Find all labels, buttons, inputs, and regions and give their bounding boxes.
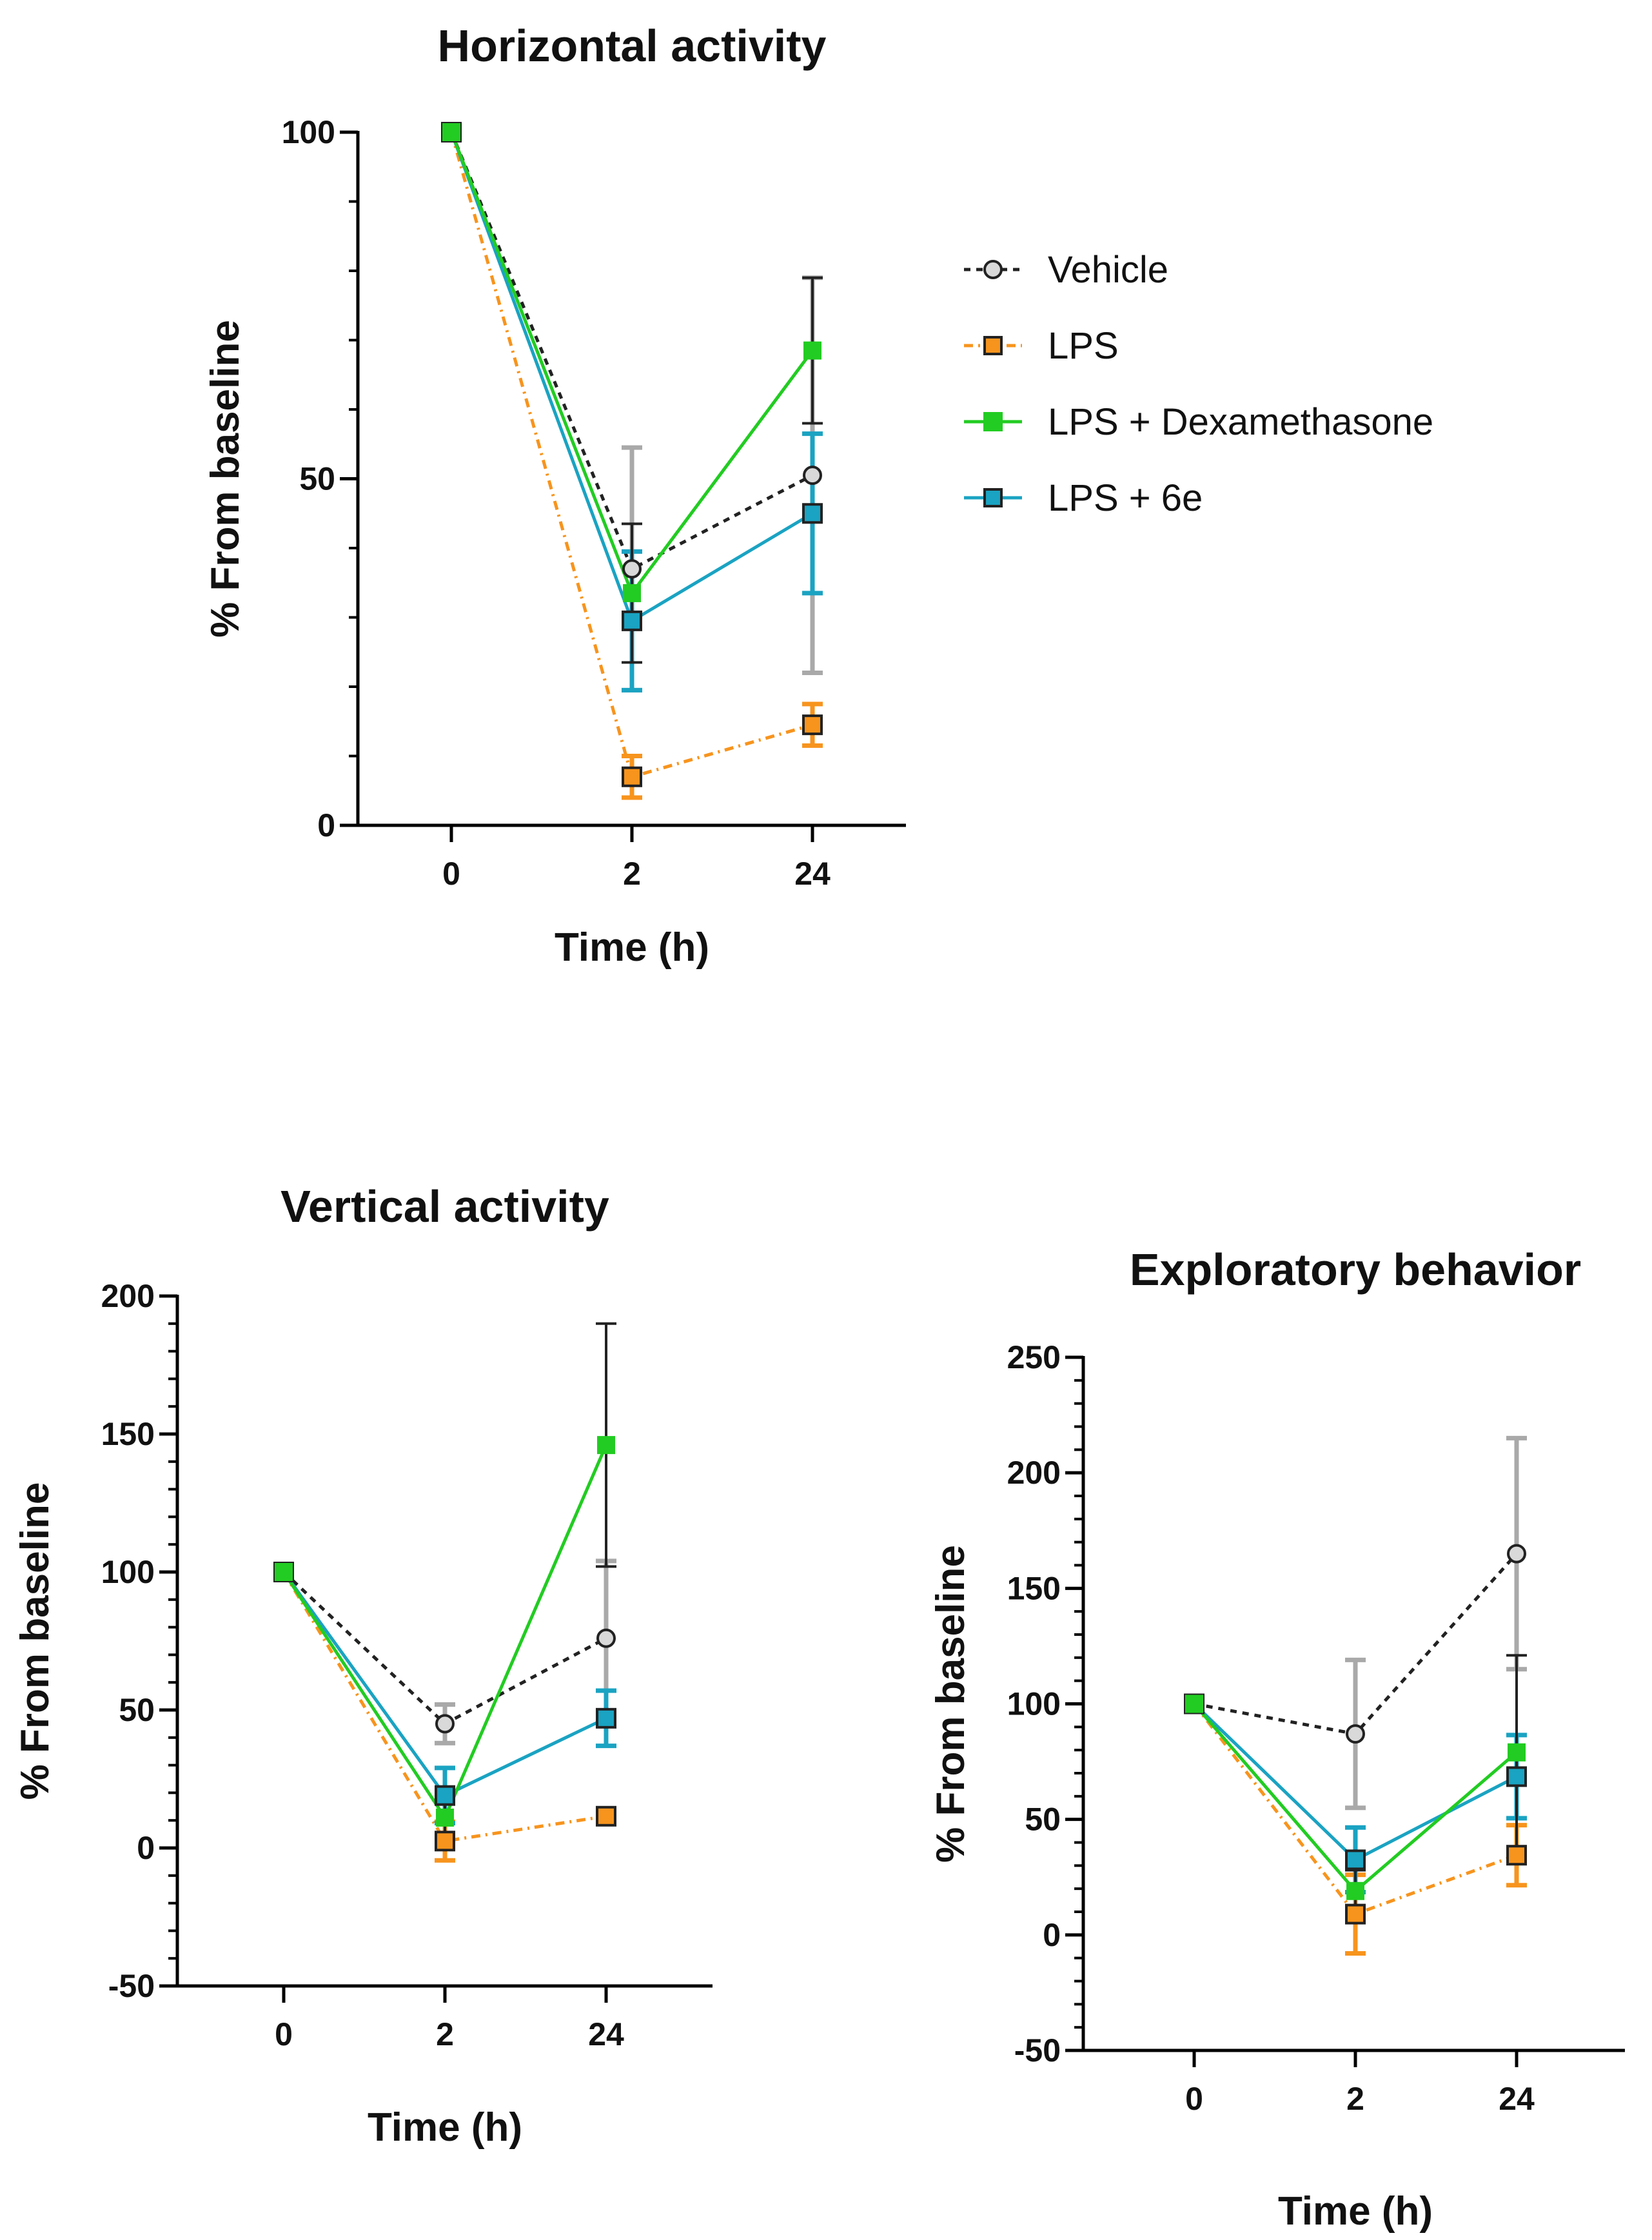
legend-marker xyxy=(983,336,1003,355)
x-tick-label: 2 xyxy=(436,2016,454,2052)
legend: Vehicle LPS LPS + Dexamethasone LPS + 6e xyxy=(964,249,1433,519)
legend-marker xyxy=(983,488,1003,507)
x-axis-label: Time (h) xyxy=(1278,2189,1433,2234)
data-point-lps-dexamethasone xyxy=(442,123,460,141)
y-tick-label: 0 xyxy=(137,1830,155,1866)
data-point-lps-dexamethasone xyxy=(275,1563,293,1581)
x-tick-label: 0 xyxy=(442,856,460,892)
x-tick-label: 2 xyxy=(1346,2081,1364,2117)
data-point-vehicle xyxy=(803,466,822,486)
y-tick-label: 200 xyxy=(101,1278,155,1314)
data-point-lps-6e xyxy=(596,1707,616,1729)
data-point-lps-dexamethasone xyxy=(1346,1881,1364,1900)
y-tick-label: 200 xyxy=(1007,1455,1061,1491)
chart-title: Vertical activity xyxy=(280,1181,609,1232)
data-point-lps xyxy=(435,1831,455,1852)
chart-vertical-activity: Vertical activity -50 0 50 100 150 200 0 2 24 Time… xyxy=(13,1181,713,2150)
legend-item-vehicle: Vehicle xyxy=(964,249,1168,291)
data-point-lps-6e xyxy=(435,1785,455,1806)
x-tick-label: 24 xyxy=(794,856,831,892)
x-tick-label: 24 xyxy=(588,2016,624,2052)
x-tick-label: 2 xyxy=(623,856,641,892)
y-tick-label: 50 xyxy=(119,1692,155,1728)
y-axis-label: % From baseline xyxy=(13,1482,57,1800)
data-point-lps-6e xyxy=(622,610,642,631)
legend-label: Vehicle xyxy=(1048,249,1168,291)
x-axis-label: Time (h) xyxy=(555,925,709,970)
x-tick-label: 24 xyxy=(1499,2081,1535,2117)
data-point-lps-6e xyxy=(1345,1849,1366,1871)
data-point-vehicle xyxy=(622,559,642,579)
y-tick-label: 50 xyxy=(299,461,335,497)
data-point-lps-6e xyxy=(1506,1766,1527,1787)
y-tick-label: -50 xyxy=(1014,2032,1061,2068)
data-point-vehicle xyxy=(1346,1724,1365,1744)
data-point-vehicle xyxy=(596,1628,616,1648)
y-tick-label: 150 xyxy=(101,1416,155,1452)
data-point-lps xyxy=(1345,1903,1366,1925)
legend-item-lps-dexamethasone: LPS + Dexamethasone xyxy=(964,401,1433,443)
data-point-lps-dexamethasone xyxy=(803,341,821,360)
data-point-lps-dexamethasone xyxy=(597,1436,615,1455)
data-point-lps xyxy=(622,766,642,787)
y-tick-label: 250 xyxy=(1007,1339,1061,1375)
data-point-vehicle xyxy=(1507,1544,1526,1564)
legend-marker xyxy=(983,412,1003,431)
legend-item-lps: LPS xyxy=(964,325,1119,367)
y-tick-label: 100 xyxy=(1007,1686,1061,1722)
legend-label: LPS xyxy=(1048,325,1119,367)
y-tick-label: 150 xyxy=(1007,1570,1061,1606)
series-line-lps xyxy=(1193,1702,1517,1916)
y-tick-label: -50 xyxy=(108,1968,155,2004)
legend-label: LPS + 6e xyxy=(1048,477,1203,519)
legend-item-lps-6e: LPS + 6e xyxy=(964,477,1203,519)
series-line-lps xyxy=(449,132,813,779)
legend-marker xyxy=(983,260,1003,279)
y-tick-label: 0 xyxy=(317,807,335,843)
y-tick-label: 50 xyxy=(1025,1802,1061,1838)
data-point-lps-dexamethasone xyxy=(436,1808,454,1827)
series-line-lps-dexamethasone xyxy=(282,1444,608,1822)
y-axis-label: % From baseline xyxy=(203,320,248,638)
chart-title: Horizontal activity xyxy=(438,21,827,71)
y-axis-label: % From baseline xyxy=(929,1545,973,1863)
data-point-lps xyxy=(1506,1845,1527,1866)
y-tick-label: 100 xyxy=(101,1554,155,1590)
series-line-lps-6e xyxy=(282,1571,607,1798)
data-point-lps xyxy=(802,714,823,736)
chart-horizontal-activity: Horizontal activity 0 50 100 0 2 24 Time (h) % F… xyxy=(203,21,906,970)
data-point-lps-6e xyxy=(802,503,823,524)
legend-label: LPS + Dexamethasone xyxy=(1048,401,1433,443)
x-tick-label: 0 xyxy=(1185,2081,1203,2117)
data-point-vehicle xyxy=(435,1714,455,1734)
x-tick-label: 0 xyxy=(275,2016,293,2052)
chart-title: Exploratory behavior xyxy=(1130,1244,1581,1295)
data-point-lps-dexamethasone xyxy=(623,584,641,602)
data-point-lps xyxy=(596,1805,616,1827)
data-point-lps-dexamethasone xyxy=(1508,1743,1526,1762)
data-point-lps-dexamethasone xyxy=(1185,1695,1203,1713)
chart-exploratory-behavior: Exploratory behavior -50 0 50 100 150 200 250 0 2… xyxy=(929,1244,1625,2234)
x-axis-label: Time (h) xyxy=(368,2105,522,2150)
y-tick-label: 0 xyxy=(1043,1917,1061,1953)
y-tick-label: 100 xyxy=(282,114,335,150)
